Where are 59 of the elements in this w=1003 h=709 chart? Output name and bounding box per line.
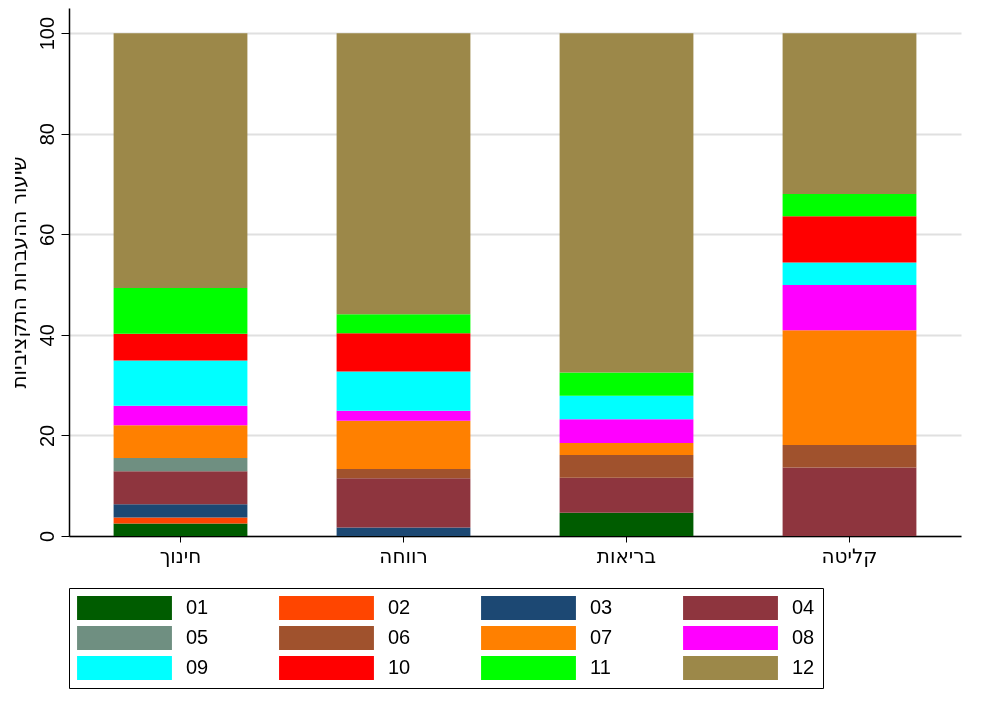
bar: [559, 395, 694, 420]
y-tick-label: 20: [35, 424, 58, 448]
bar: [113, 425, 248, 459]
bar: [559, 455, 694, 478]
legend-label: 04: [792, 596, 815, 618]
bar: [336, 371, 471, 411]
bar: [113, 471, 248, 505]
y-tick-label: 100: [35, 16, 58, 51]
legend-label: 06: [388, 626, 411, 648]
y-tick-label: 40: [35, 324, 58, 347]
bar: [336, 314, 471, 334]
bar: [559, 477, 694, 513]
bar: [559, 512, 694, 536]
bar: [336, 333, 471, 372]
legend-label: 09: [186, 656, 209, 678]
bar: [782, 330, 917, 445]
bar: [559, 372, 694, 396]
bar: [782, 216, 917, 263]
bar: [113, 458, 248, 472]
legend-label: 01: [186, 596, 209, 618]
bar: [336, 33, 471, 315]
legend-label: 07: [590, 626, 613, 648]
bar: [113, 360, 248, 406]
legend-label: 03: [590, 596, 613, 618]
bar: [336, 410, 471, 421]
bar: [782, 194, 917, 217]
bar: [782, 33, 917, 195]
legend-label: 10: [388, 656, 411, 678]
bar: [336, 478, 471, 528]
x-tick-label: בריאות: [596, 543, 657, 568]
y-tick-label: 80: [35, 123, 58, 146]
legend-label: 02: [388, 596, 411, 618]
bar: [113, 523, 248, 536]
x-tick-label: חינוך: [159, 543, 202, 568]
y-axis-title: שיעור ההעברות התקציביות: [6, 156, 31, 389]
bar: [559, 33, 694, 373]
x-tick-label: קליטה: [821, 543, 878, 568]
x-tick-label: רווחה: [379, 543, 428, 568]
y-tick-label: 0: [35, 530, 58, 543]
legend-label: 12: [792, 656, 815, 678]
bar: [336, 469, 471, 479]
legend-label: 08: [792, 626, 815, 648]
bar: [336, 527, 471, 536]
bar: [782, 467, 917, 536]
legend-label: 11: [590, 656, 611, 678]
bar: [113, 288, 248, 334]
bar: [559, 419, 694, 443]
legend-label: 05: [186, 626, 209, 648]
bar: [559, 442, 694, 456]
bar: [113, 333, 248, 361]
bar: [113, 504, 248, 518]
bar: [782, 285, 917, 331]
bar: [113, 33, 248, 289]
y-tick-label: 60: [35, 223, 58, 246]
bar: [113, 517, 248, 524]
bar: [113, 405, 248, 426]
bar: [336, 420, 471, 470]
bar: [782, 262, 917, 286]
bar: [782, 444, 917, 468]
